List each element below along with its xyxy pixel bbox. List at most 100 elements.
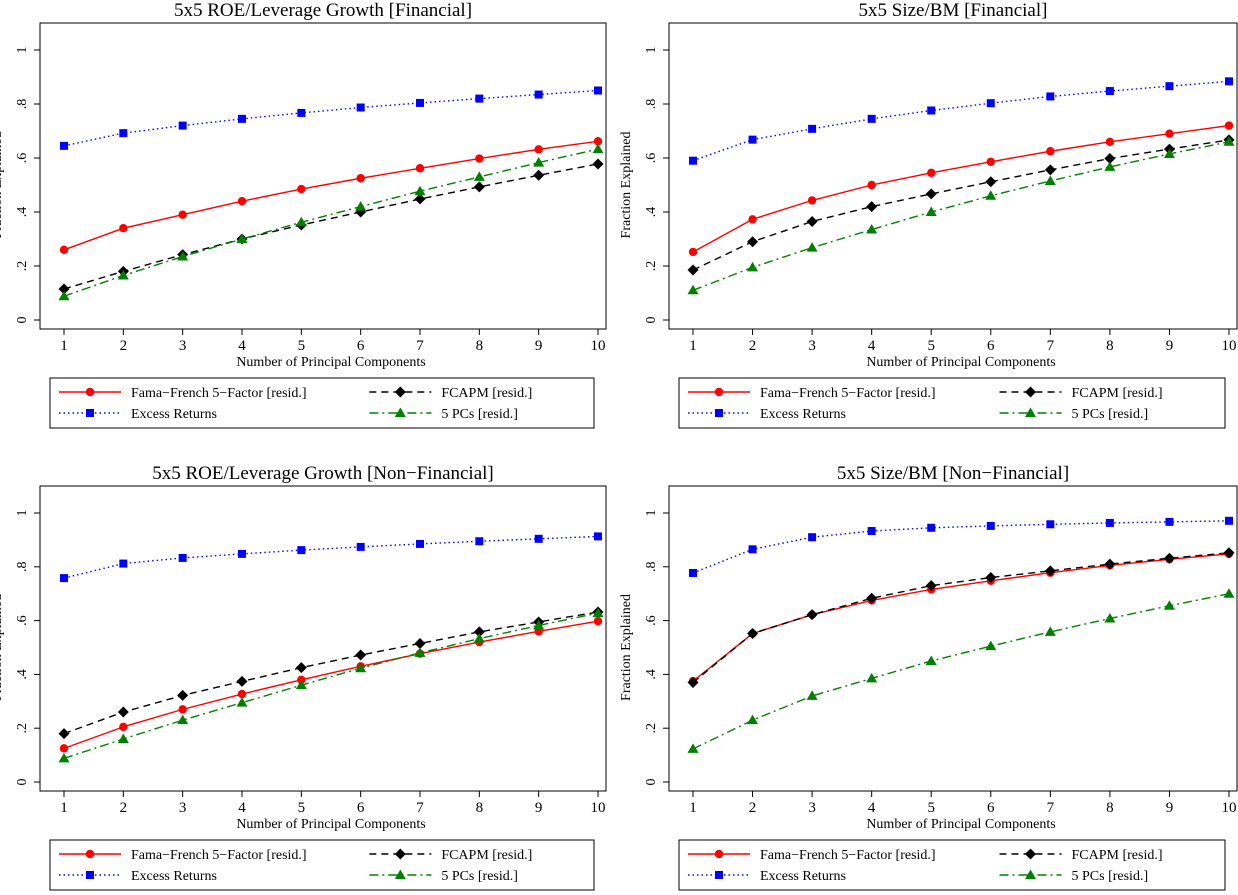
legend-label-pcs: 5 PCs [resid.]	[441, 869, 518, 884]
data-point-excess	[297, 546, 306, 555]
x-tick-label: 7	[416, 338, 424, 354]
y-tick-label: .4	[15, 669, 30, 680]
legend: Fama−French 5−Factor [resid.] FCAPM [resi…	[49, 377, 595, 429]
data-point-fcapm	[236, 675, 248, 687]
data-point-fcapm	[866, 592, 878, 604]
legend-label-fcapm: FCAPM [resid.]	[441, 386, 532, 401]
data-point-pcs	[1223, 588, 1235, 598]
data-point-excess	[356, 542, 365, 551]
series-line-ff5	[63, 620, 599, 750]
data-point-ff5	[119, 722, 128, 732]
data-point-excess	[238, 549, 246, 558]
y-tick-label: 0	[15, 779, 30, 786]
data-point-fcapm	[473, 626, 485, 638]
y-tick-label: .6	[15, 615, 30, 626]
y-tick-label: .2	[15, 261, 30, 272]
data-point-excess	[534, 90, 543, 99]
legend-marker-pcs	[1025, 407, 1037, 417]
data-point-excess	[60, 574, 68, 583]
data-point-ff5	[178, 210, 187, 219]
data-point-pcs	[177, 251, 189, 261]
data-point-ff5	[927, 168, 936, 178]
legend-marker-excess	[715, 409, 723, 417]
y-tick-label: 1	[15, 510, 30, 517]
data-point-ff5	[356, 174, 365, 183]
data-point-pcs	[414, 185, 426, 196]
data-point-fcapm	[747, 628, 759, 640]
data-point-ff5	[415, 164, 425, 173]
legend: Fama−French 5−Factor [resid.] FCAPM [resi…	[678, 839, 1226, 891]
data-point-excess	[475, 94, 484, 103]
data-point-fcapm	[925, 580, 937, 592]
data-point-excess	[297, 108, 306, 117]
data-point-fcapm	[1163, 552, 1175, 564]
data-point-fcapm	[985, 572, 997, 584]
y-tick-label: .2	[644, 261, 659, 272]
data-point-pcs	[533, 157, 545, 167]
x-tick-label: 9	[535, 800, 543, 816]
series-line-excess	[63, 89, 599, 147]
legend-label-excess: Excess Returns	[131, 407, 217, 422]
data-point-pcs	[806, 242, 818, 252]
data-point-fcapm	[806, 609, 818, 621]
legend-label-ff5: Fama−French 5−Factor [resid.]	[131, 386, 307, 401]
data-point-fcapm	[1044, 164, 1056, 176]
data-point-excess	[808, 124, 817, 133]
legend-label-ff5: Fama−French 5−Factor [resid.]	[131, 848, 307, 863]
x-axis-label: Number of Principal Components	[866, 355, 1055, 370]
legend-marker-pcs	[1025, 869, 1037, 879]
data-point-pcs	[58, 290, 70, 301]
legend-label-pcs: 5 PCs [resid.]	[1072, 869, 1149, 884]
data-point-pcs	[117, 733, 129, 743]
x-tick-label: 3	[808, 338, 816, 354]
x-tick-label: 10	[1222, 800, 1237, 816]
y-tick-label: .6	[644, 153, 659, 164]
legend-label-fcapm: FCAPM [resid.]	[1072, 848, 1163, 863]
plot-frame	[668, 485, 1238, 792]
legend: Fama−French 5−Factor [resid.] FCAPM [resi…	[678, 377, 1226, 429]
data-point-pcs	[177, 714, 189, 725]
x-tick-label: 6	[357, 800, 365, 816]
data-point-excess	[119, 559, 128, 568]
data-point-fcapm	[985, 176, 997, 188]
legend-label-excess: Excess Returns	[131, 869, 217, 884]
chart-title: 5x5 Size/BM [Non−Financial]	[837, 463, 1069, 484]
data-point-fcapm	[533, 169, 545, 181]
x-tick-label: 4	[238, 800, 246, 816]
data-point-fcapm	[58, 283, 70, 295]
data-point-fcapm	[1223, 547, 1235, 559]
x-tick-label: 2	[120, 338, 128, 354]
data-point-pcs	[747, 714, 759, 725]
data-point-excess	[1046, 520, 1055, 529]
chart-title: 5x5 Size/BM [Financial]	[859, 0, 1048, 21]
data-point-excess	[927, 523, 936, 532]
legend-marker-fcapm	[1025, 848, 1037, 860]
data-point-ff5	[593, 616, 603, 626]
data-point-pcs	[295, 679, 307, 690]
data-point-ff5	[1224, 121, 1234, 130]
chart-panel-4: 5x5 Size/BM [Non−Financial] 0 .2 .4 .6 .8 1 Fra…	[619, 463, 1238, 891]
data-point-excess	[748, 135, 757, 144]
data-point-pcs	[687, 743, 699, 753]
data-point-ff5	[1105, 137, 1115, 146]
data-point-excess	[178, 553, 187, 562]
x-tick-label: 5	[927, 800, 935, 816]
chart-title: 5x5 ROE/Leverage Growth [Non−Financial]	[152, 463, 494, 484]
data-point-fcapm	[866, 201, 878, 213]
x-tick-label: 10	[591, 338, 606, 354]
chart-title: 5x5 ROE/Leverage Growth [Financial]	[174, 0, 472, 21]
data-point-fcapm	[414, 637, 426, 649]
y-axis-label: Fraction Explained	[619, 132, 634, 239]
x-tick-label: 6	[987, 800, 995, 816]
legend-box	[49, 839, 595, 891]
data-point-ff5	[297, 184, 306, 194]
data-point-ff5	[748, 215, 757, 224]
data-point-fcapm	[177, 689, 189, 701]
y-tick-label: .2	[15, 723, 30, 734]
legend-marker-fcapm	[394, 848, 406, 860]
legend-marker-excess	[86, 409, 94, 417]
data-point-pcs	[866, 224, 878, 234]
data-point-ff5	[688, 247, 698, 257]
y-tick-label: .8	[644, 562, 659, 573]
legend-box	[678, 839, 1226, 891]
